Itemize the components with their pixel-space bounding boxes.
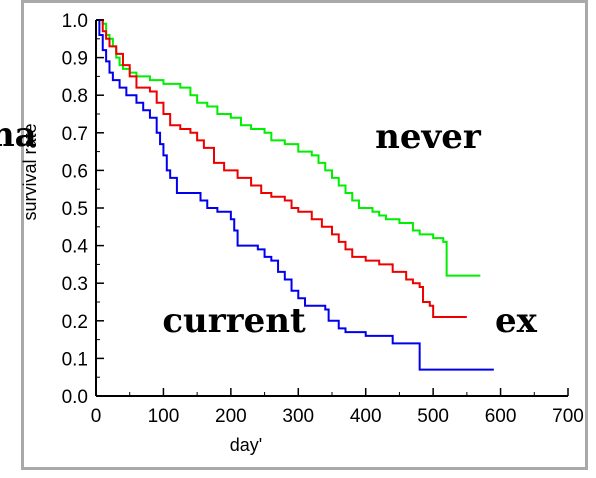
x-tick-label: 0 bbox=[91, 406, 102, 427]
y-tick-label: 0.9 bbox=[62, 49, 88, 70]
survival-curve-0 bbox=[96, 19, 481, 277]
x-tick-label: 400 bbox=[350, 406, 382, 427]
y-tick-label: 0.3 bbox=[62, 274, 88, 295]
y-tick-label: 1.0 bbox=[62, 11, 88, 32]
y-tick-label: 0.2 bbox=[62, 312, 88, 333]
chart-frame bbox=[21, 0, 588, 470]
x-tick-label: 300 bbox=[282, 406, 314, 427]
annotation-ex: ex bbox=[495, 301, 538, 341]
annotation-never: never bbox=[375, 117, 482, 157]
x-tick-label: 500 bbox=[417, 406, 449, 427]
y-tick-label: 0.7 bbox=[62, 124, 88, 145]
y-tick-label: 0.1 bbox=[62, 349, 88, 370]
annotation-noma: noma bbox=[0, 115, 37, 155]
y-axis-title: survival rate bbox=[20, 123, 40, 220]
y-tick-label: 0.5 bbox=[62, 199, 88, 220]
x-axis-title: day' bbox=[230, 435, 262, 455]
y-tick-label: 0.0 bbox=[62, 387, 88, 408]
x-tick-label: 700 bbox=[552, 406, 584, 427]
x-tick-label: 100 bbox=[148, 406, 180, 427]
x-tick-label: 600 bbox=[485, 406, 517, 427]
x-tick-label: 200 bbox=[215, 406, 247, 427]
y-tick-label: 0.8 bbox=[62, 86, 88, 107]
y-tick-label: 0.6 bbox=[62, 161, 88, 182]
survival-curve-2 bbox=[96, 19, 494, 371]
y-tick-label: 0.4 bbox=[62, 237, 89, 258]
survival-curve-1 bbox=[96, 19, 467, 319]
annotation-current: current bbox=[162, 301, 306, 341]
